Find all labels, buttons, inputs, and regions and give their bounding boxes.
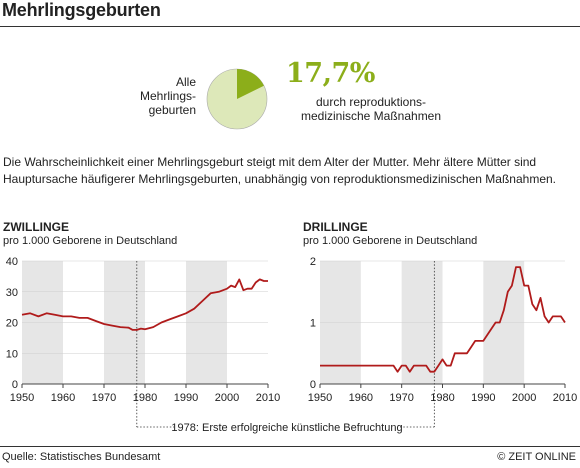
pie-slice-reproduction (237, 69, 264, 99)
twins-y-tick-label: 10 (6, 348, 18, 360)
intro-text: Die Wahrscheinlichkeit einer Mehrlingsge… (3, 155, 557, 186)
pie-chart (206, 68, 268, 130)
twins-x-tick-label: 1960 (51, 392, 75, 404)
twins-y-tick-label: 20 (6, 318, 18, 330)
pie-caption: durch reproduktions-medizinische Maßnahm… (300, 95, 442, 123)
twins-x-tick-label: 2000 (215, 392, 239, 404)
twins-y-tick-label: 0 (12, 379, 18, 391)
triplets-chart-title: DRILLINGE (303, 220, 368, 234)
twins-x-tick-label: 1950 (10, 392, 34, 404)
triplets-y-tick-label: 2 (310, 256, 316, 268)
triplets-x-tick-label: 1990 (471, 392, 495, 404)
twins-series-line (21, 278, 268, 331)
twins-y-tick-label: 40 (6, 256, 18, 268)
twins-x-tick-label: 2010 (256, 392, 280, 404)
triplets-y-tick-label: 1 (310, 318, 316, 330)
triplets-x-tick-label: 1970 (389, 392, 413, 404)
triplets-x-tick-label: 1950 (308, 392, 332, 404)
twins-x-tick-label: 1980 (133, 392, 157, 404)
bottom-divider (0, 446, 580, 447)
annotation-1978: 1978: Erste erfolgreiche künstliche Befr… (171, 422, 402, 434)
twins-x-tick-label: 1990 (174, 392, 198, 404)
triplets-chart-subtitle: pro 1.000 Geborene in Deutschland (303, 235, 478, 247)
pie-percent: 17,7% (286, 58, 375, 89)
triplets-x-tick-label: 1960 (349, 392, 373, 404)
triplets-x-tick-label: 1980 (430, 392, 454, 404)
twins-x-tick-label: 1970 (92, 392, 116, 404)
twins-chart-subtitle: pro 1.000 Geborene in Deutschland (3, 235, 178, 247)
line-charts: 0 10 20 30 40 1950 1960 1970 1980 1990 2000 2010 0 1 2… (6, 256, 577, 434)
triplets-series-line (320, 266, 566, 373)
triplets-x-tick-label: 2010 (553, 392, 577, 404)
triplets-y-tick-label: 0 (310, 379, 316, 391)
triplets-x-tick-label: 2000 (512, 392, 536, 404)
twins-y-tick-label: 30 (6, 287, 18, 299)
source-note: Quelle: Statistisches Bundesamt (2, 451, 161, 463)
pie-label: Alle Mehrlings-geburten (139, 75, 196, 117)
credit: © ZEIT ONLINE (497, 451, 576, 463)
page-title: Mehrlingsgeburten (2, 0, 161, 20)
top-divider (0, 26, 580, 27)
twins-chart-title: ZWILLINGE (3, 220, 69, 234)
